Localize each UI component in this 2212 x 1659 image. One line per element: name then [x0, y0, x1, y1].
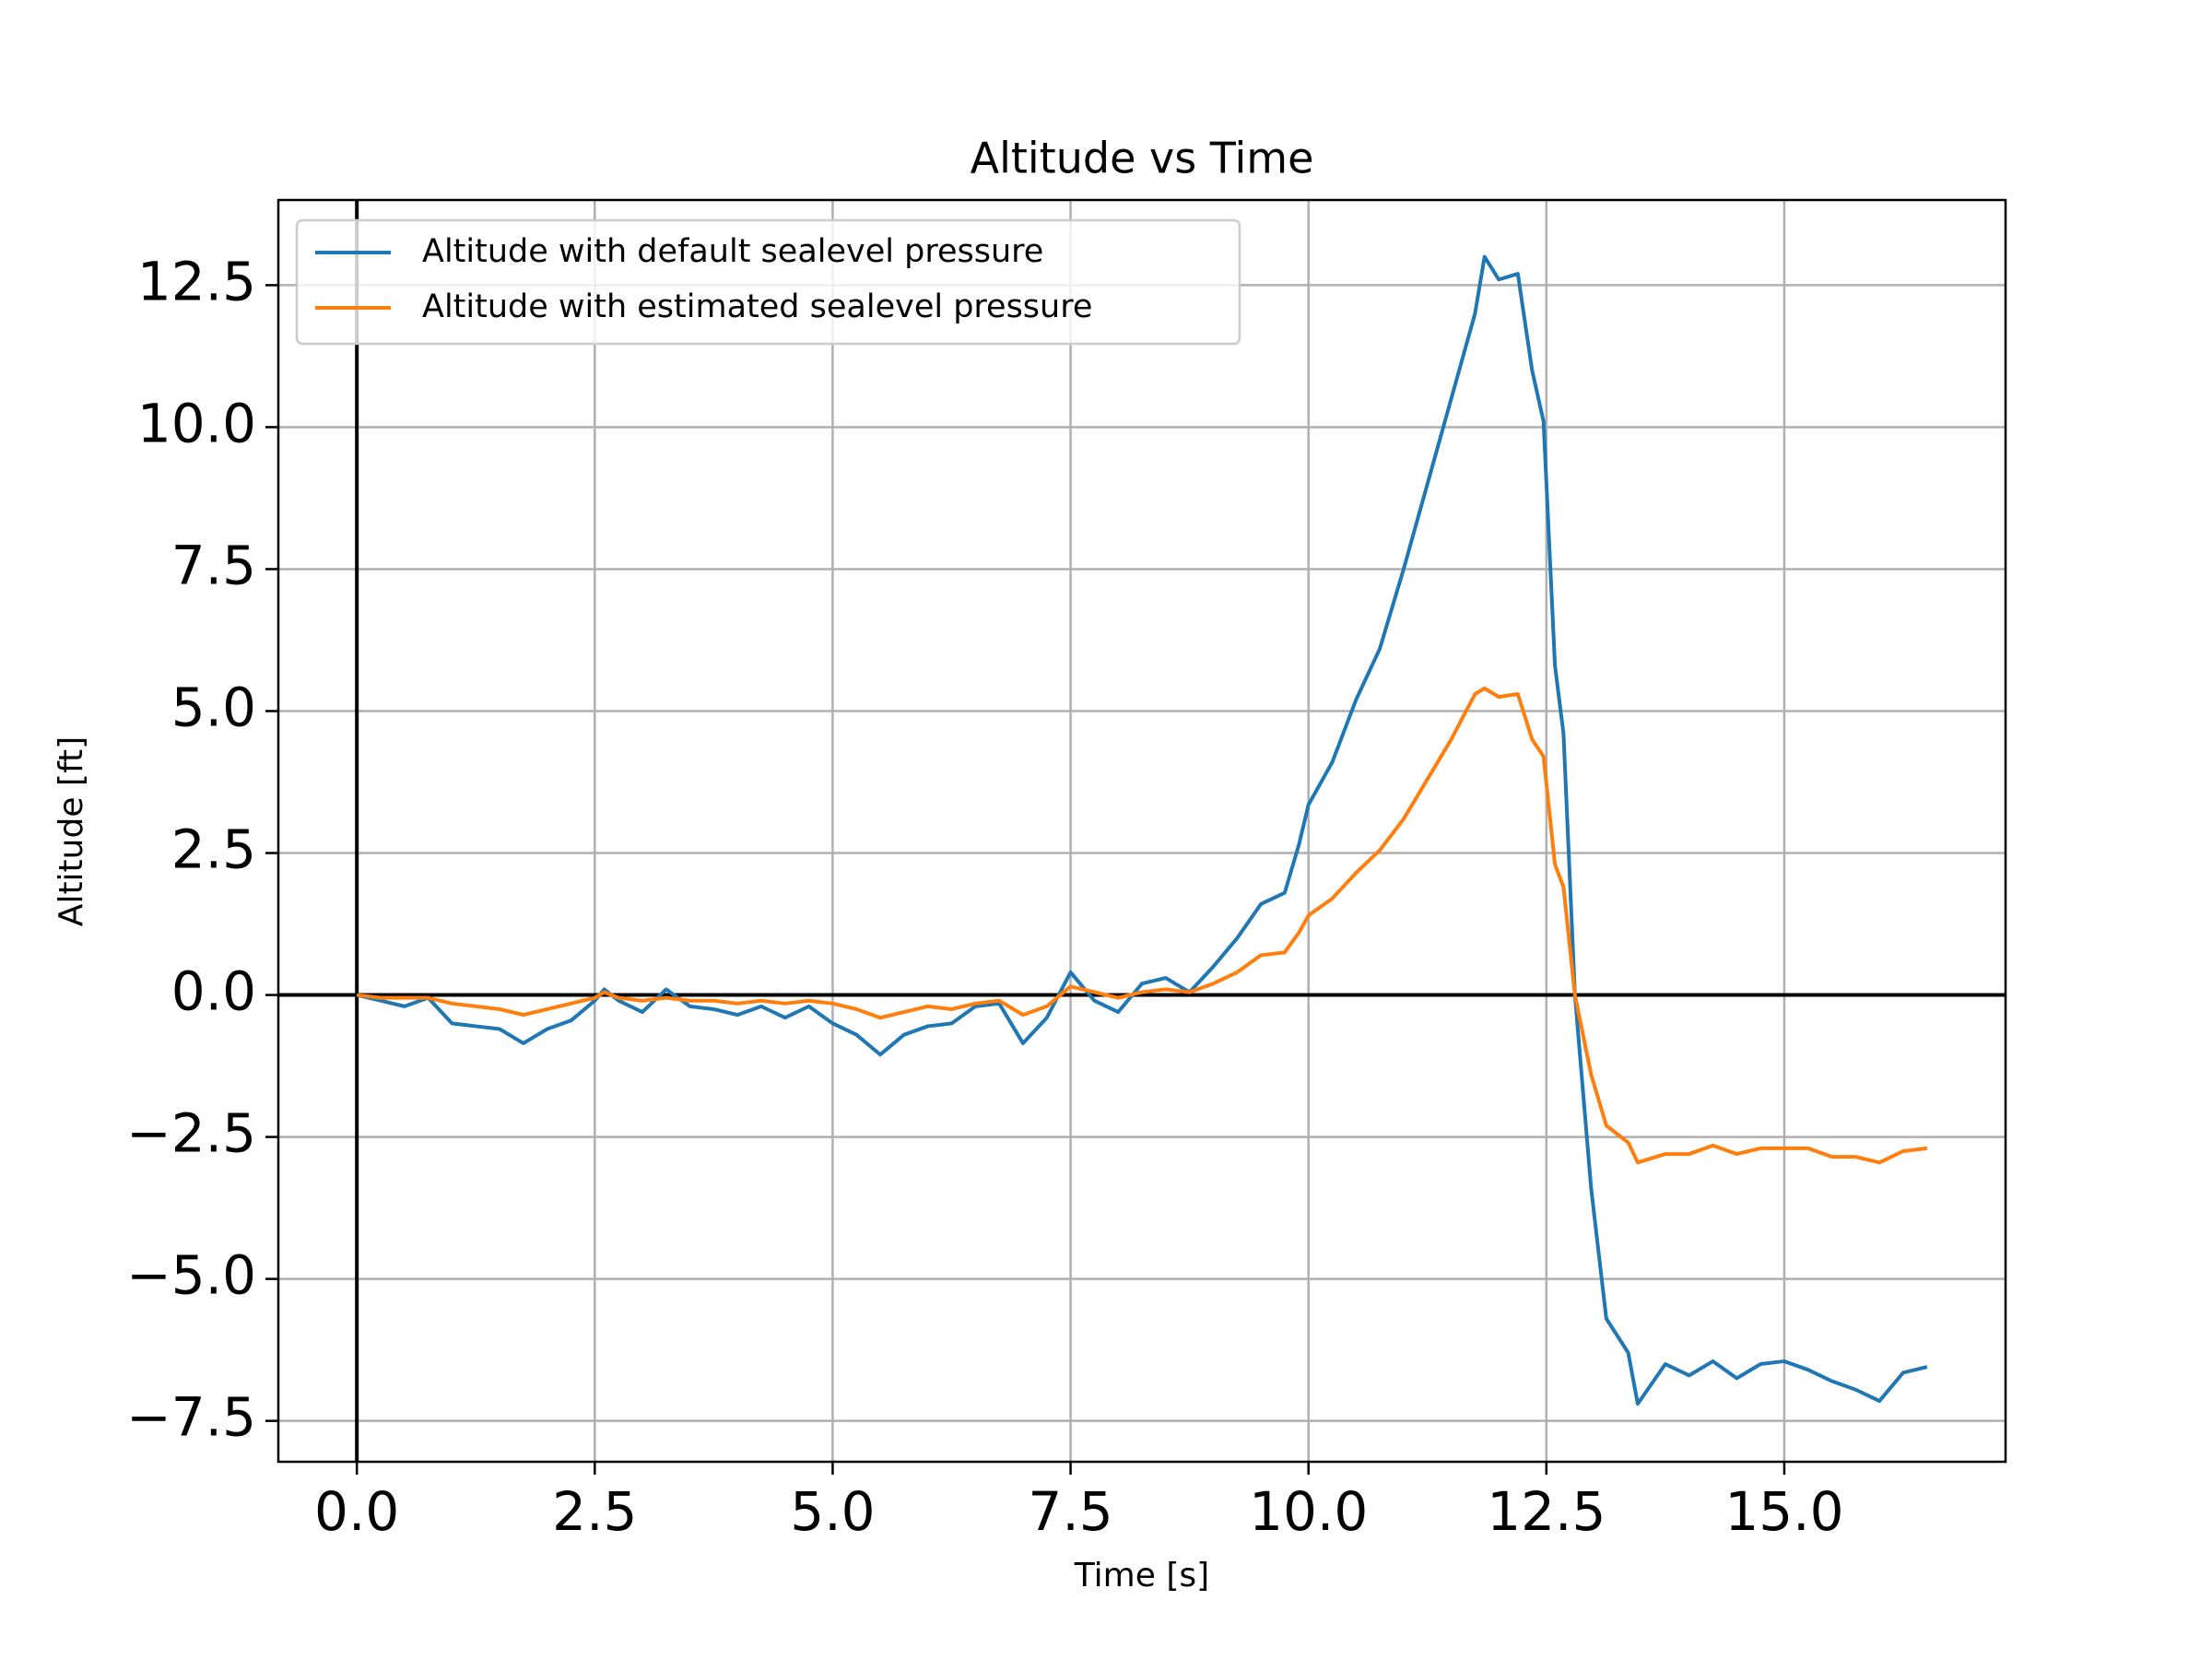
y-tick-label: 0.0 [171, 960, 256, 1023]
y-tick-label: −7.5 [126, 1386, 256, 1449]
y-tick-label: −2.5 [126, 1102, 256, 1165]
plot-frame [276, 198, 2007, 1464]
y-tick-label: 2.5 [171, 818, 256, 881]
x-tick-label: 5.0 [790, 1480, 875, 1543]
x-tick-label: 0.0 [314, 1480, 399, 1543]
y-tick-label: 10.0 [137, 393, 256, 455]
legend-label: Altitude with default sealevel pressure [422, 233, 1043, 270]
legend-box [295, 218, 1241, 346]
x-tick-label: 7.5 [1028, 1480, 1112, 1543]
y-tick-label: 12.5 [137, 251, 256, 313]
chart-title: Altitude vs Time [971, 134, 1314, 183]
y-tick-label: 5.0 [171, 677, 256, 739]
y-axis-label: Altitude [ft] [53, 736, 90, 926]
x-tick-label: 12.5 [1487, 1480, 1606, 1543]
x-axis-label: Time [s] [1074, 1557, 1209, 1594]
x-tick-label: 15.0 [1724, 1480, 1843, 1543]
data-line [356, 254, 1928, 1406]
legend-label: Altitude with estimated sealevel pressur… [422, 288, 1092, 325]
y-tick-label: −5.0 [126, 1244, 256, 1307]
y-tick-label: 7.5 [171, 535, 256, 597]
x-tick-label: 10.0 [1249, 1480, 1368, 1543]
x-tick-label: 2.5 [552, 1480, 637, 1543]
data-line [356, 686, 1928, 1165]
